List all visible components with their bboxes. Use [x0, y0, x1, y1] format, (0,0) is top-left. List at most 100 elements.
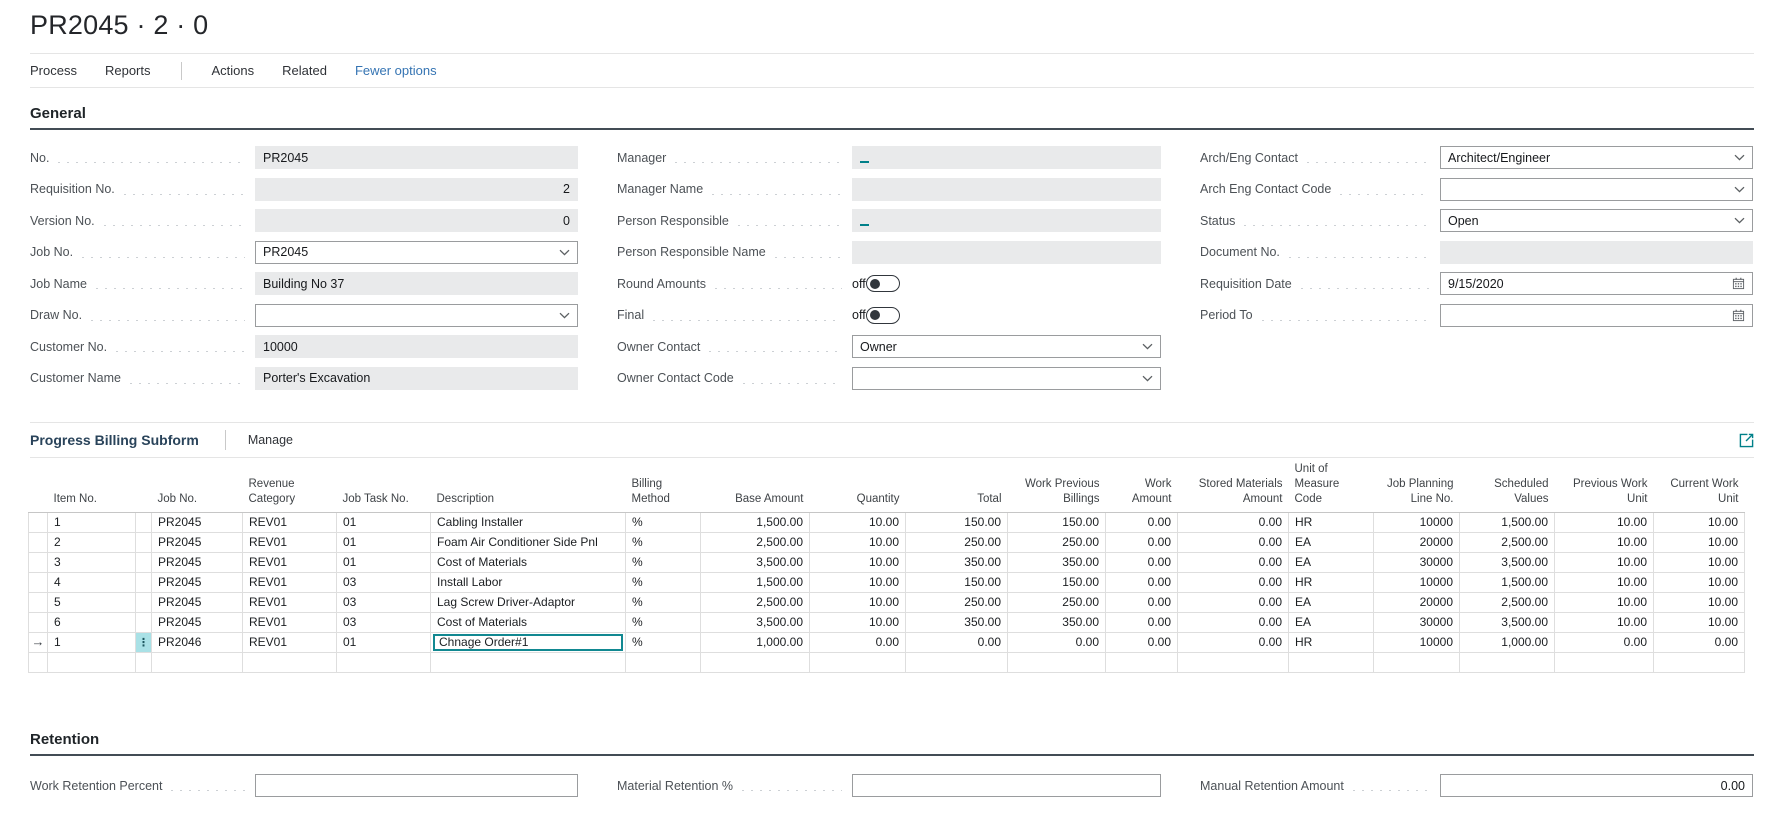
cell-row-menu[interactable] [135, 532, 152, 553]
cell-total[interactable]: 250.00 [905, 592, 1008, 613]
cell-work-previous-billings[interactable]: 0.00 [1007, 632, 1106, 653]
cell-job-planning-line-no[interactable]: 10000 [1373, 512, 1460, 533]
toggle-switch[interactable] [865, 306, 900, 324]
chevron-down-icon[interactable] [1734, 154, 1745, 161]
chevron-down-icon[interactable] [559, 249, 570, 256]
cell-row-selector[interactable] [28, 512, 48, 533]
field-control[interactable] [852, 177, 1161, 201]
chevron-down-icon[interactable] [1142, 343, 1153, 350]
manual-retention-amount-field[interactable]: 0.00 [1440, 774, 1753, 798]
cell-row-menu[interactable] [135, 612, 152, 633]
material-retention-percent-field[interactable] [852, 774, 1161, 798]
cell-item-no[interactable]: 4 [47, 572, 136, 593]
cell-previous-work-unit[interactable]: 10.00 [1554, 572, 1654, 593]
cell-base-amount[interactable]: 1,000.00 [700, 632, 810, 653]
cell-unit-of-measure-code[interactable]: EA [1288, 532, 1374, 553]
cell-revenue-category[interactable]: REV01 [242, 552, 337, 573]
field-control[interactable] [852, 366, 1161, 390]
menu-item-reports[interactable]: Reports [104, 63, 151, 78]
chevron-down-icon[interactable] [559, 312, 570, 319]
cell-row-menu[interactable] [135, 572, 152, 593]
cell-work-amount[interactable]: 0.00 [1105, 592, 1178, 613]
field-control[interactable] [852, 146, 1161, 170]
table-row[interactable]: 5 PR2045 REV01 03 Lag Screw Driver-Adapt… [28, 592, 1745, 613]
col-header-total[interactable]: Total [905, 458, 1008, 513]
cell-previous-work-unit[interactable]: 0.00 [1554, 632, 1654, 653]
menu-item-related[interactable]: Related [282, 63, 327, 78]
popout-icon[interactable] [1739, 433, 1754, 448]
field-control[interactable]: Porter's Excavation [255, 366, 578, 390]
col-header-current-work-unit[interactable]: Current Work Unit [1653, 458, 1745, 513]
table-row[interactable]: 1 PR2045 REV01 01 Cabling Installer % 1,… [28, 512, 1745, 533]
cell-quantity[interactable]: 10.00 [809, 612, 906, 633]
cell-unit-of-measure-code[interactable]: EA [1288, 552, 1374, 573]
menu-item-process[interactable]: Process [30, 63, 77, 78]
field-control[interactable]: off [852, 272, 1161, 295]
cell-work-amount[interactable]: 0.00 [1105, 612, 1178, 633]
field-control[interactable]: PR2045 [255, 146, 578, 170]
cell-job-no[interactable]: PR2045 [151, 512, 243, 533]
cell-description[interactable]: Install Labor [430, 572, 626, 593]
cell-billing-method[interactable]: % [625, 572, 701, 593]
cell-revenue-category[interactable]: REV01 [242, 532, 337, 553]
cell-previous-work-unit[interactable]: 10.00 [1554, 532, 1654, 553]
menu-item-actions[interactable]: Actions [211, 63, 255, 78]
cell-work-previous-billings[interactable]: 150.00 [1007, 572, 1106, 593]
cell-job-task-no[interactable]: 01 [336, 552, 431, 573]
field-control[interactable] [1440, 177, 1753, 201]
col-header-previous-work-unit[interactable]: Previous Work Unit [1554, 458, 1654, 513]
col-header-quantity[interactable]: Quantity [809, 458, 906, 513]
field-control[interactable]: Building No 37 [255, 272, 578, 296]
cell-job-no[interactable]: PR2045 [151, 572, 243, 593]
cell-billing-method[interactable]: % [625, 512, 701, 533]
cell-job-no[interactable]: PR2045 [151, 552, 243, 573]
col-header-job-planning-line-no[interactable]: Job Planning Line No. [1373, 458, 1460, 513]
cell-item-no[interactable]: 1 [47, 632, 136, 653]
cell-job-task-no[interactable]: 03 [336, 612, 431, 633]
cell-item-no[interactable]: 2 [47, 532, 136, 553]
col-header-job-task-no[interactable]: Job Task No. [336, 458, 431, 513]
cell-current-work-unit[interactable]: 10.00 [1653, 512, 1745, 533]
field-control[interactable]: PR2045 [255, 240, 578, 264]
cell-total[interactable]: 350.00 [905, 552, 1008, 573]
cell-billing-method[interactable]: % [625, 592, 701, 613]
cell-row-selector[interactable]: → [28, 632, 48, 653]
field-control[interactable]: Open [1440, 209, 1753, 233]
cell-job-no[interactable]: PR2046 [151, 632, 243, 653]
menu-item-fewer-options[interactable]: Fewer options [354, 63, 437, 78]
col-header-stored-materials-amount[interactable]: Stored Materials Amount [1177, 458, 1289, 513]
cell-row-menu[interactable] [135, 592, 152, 613]
cell-base-amount[interactable]: 3,500.00 [700, 612, 810, 633]
cell-job-task-no[interactable]: 01 [336, 532, 431, 553]
cell-scheduled-values[interactable]: 2,500.00 [1459, 532, 1555, 553]
cell-job-planning-line-no[interactable]: 30000 [1373, 612, 1460, 633]
cell-description[interactable]: Chnage Order#1 [430, 632, 626, 653]
cell-item-no[interactable]: 6 [47, 612, 136, 633]
toggle-switch[interactable] [865, 275, 900, 293]
cell-job-planning-line-no[interactable]: 30000 [1373, 552, 1460, 573]
cell-current-work-unit[interactable]: 10.00 [1653, 572, 1745, 593]
description-value[interactable]: Chnage Order#1 [433, 633, 623, 651]
chevron-down-icon[interactable] [1734, 186, 1745, 193]
cell-quantity[interactable]: 10.00 [809, 512, 906, 533]
cell-scheduled-values[interactable]: 3,500.00 [1459, 552, 1555, 573]
cell-stored-materials-amount[interactable]: 0.00 [1177, 592, 1289, 613]
cell-billing-method[interactable]: % [625, 532, 701, 553]
cell-job-no[interactable]: PR2045 [151, 532, 243, 553]
table-row[interactable]: → 1 ⋮ PR2046 REV01 01 Chnage Order#1 % 1… [28, 632, 1745, 653]
cell-job-no[interactable]: PR2045 [151, 592, 243, 613]
cell-billing-method[interactable]: % [625, 552, 701, 573]
cell-base-amount[interactable]: 2,500.00 [700, 592, 810, 613]
field-control[interactable]: Owner [852, 335, 1161, 359]
cell-current-work-unit[interactable]: 10.00 [1653, 592, 1745, 613]
cell-row-selector[interactable] [28, 532, 48, 553]
cell-job-task-no[interactable]: 03 [336, 592, 431, 613]
work-retention-percent-field[interactable] [255, 774, 578, 798]
cell-work-amount[interactable]: 0.00 [1105, 632, 1178, 653]
cell-revenue-category[interactable]: REV01 [242, 592, 337, 613]
col-header-work-previous-billings[interactable]: Work Previous Billings [1007, 458, 1106, 513]
cell-job-task-no[interactable]: 03 [336, 572, 431, 593]
cell-stored-materials-amount[interactable]: 0.00 [1177, 512, 1289, 533]
cell-job-planning-line-no[interactable]: 20000 [1373, 532, 1460, 553]
cell-work-amount[interactable]: 0.00 [1105, 532, 1178, 553]
